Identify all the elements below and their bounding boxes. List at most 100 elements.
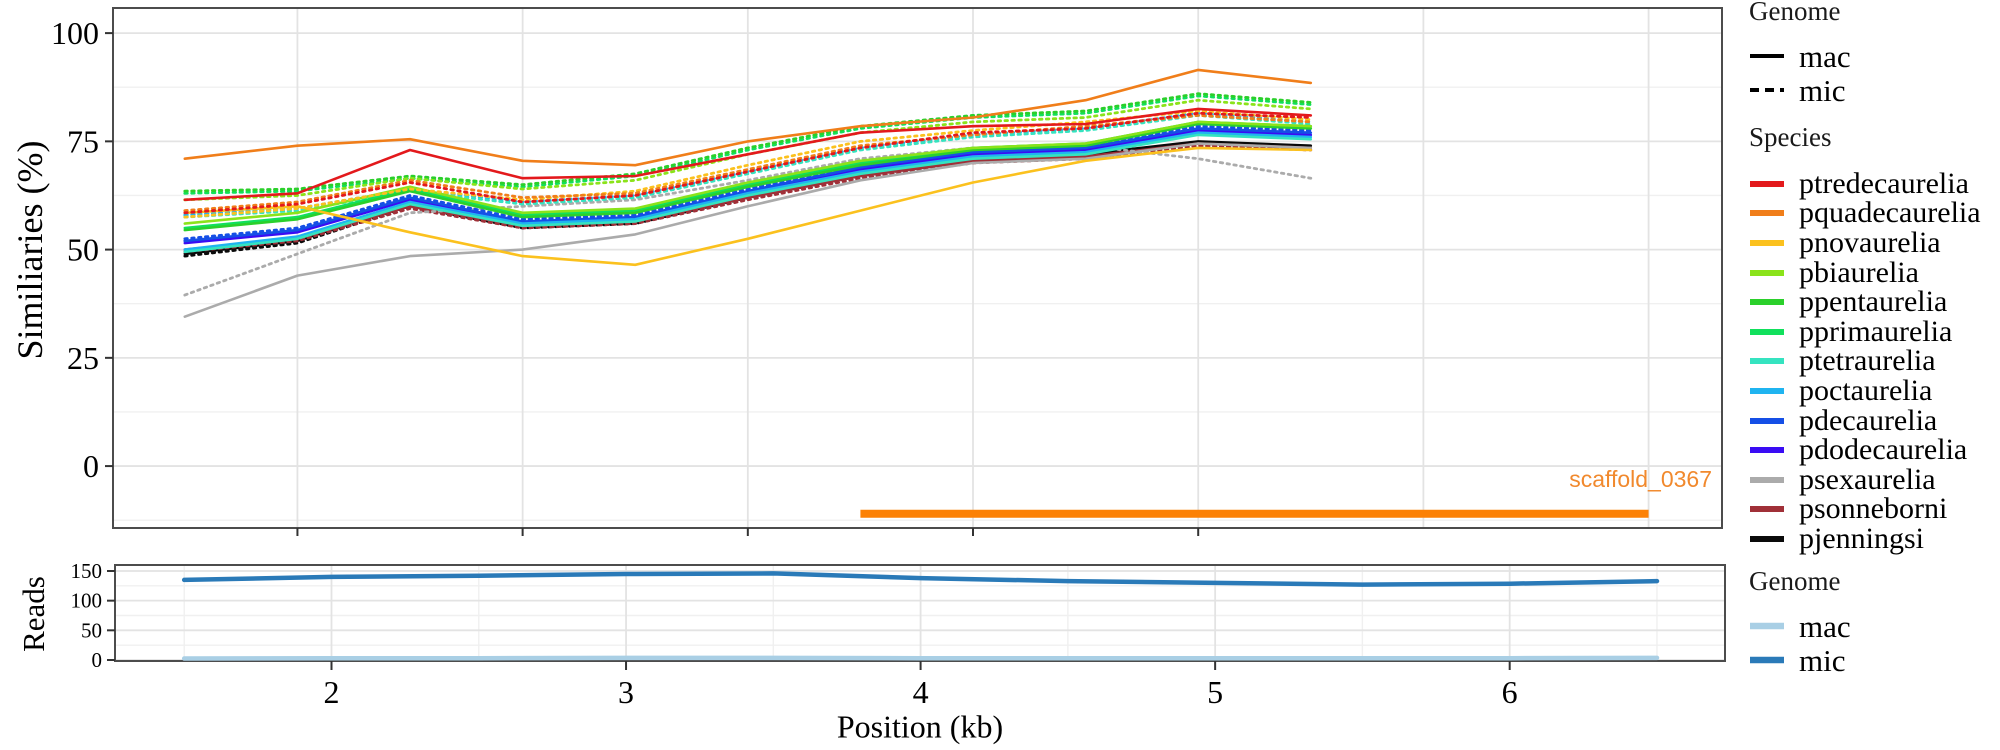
legend-genome-bottom-item-label: mic [1799, 642, 1846, 678]
legend-genome-bottom-item-mac: mac [1749, 609, 2000, 643]
solid-line-key-icon [1750, 535, 1784, 542]
legend-species-item-pbiaurelia: pbiaurelia [1749, 255, 2000, 289]
legend-species-item-label: psonneborni [1799, 492, 1948, 526]
solid-line-key-icon [1750, 328, 1784, 335]
legend-species-item-label: pjenningsi [1799, 521, 1924, 555]
legend-species-rows: ptredecaurelia pquadecaurelia pnovaurelia p… [1747, 166, 2000, 555]
legend-species-item-pjenningsi: pjenningsi [1749, 521, 2000, 555]
legend-species-item-label: ppentaurelia [1799, 285, 1948, 319]
legend-species-item-label: ptredecaurelia [1799, 166, 1969, 200]
line-pprimaurelia-mic [183, 94, 1313, 195]
legend-genome-bottom-item-mic: mic [1749, 643, 2000, 677]
solid-line-key-icon [1750, 622, 1784, 630]
line-reads-mac [181, 655, 1660, 661]
data-lines-layer [181, 68, 1660, 661]
legend-species-item-pnovaurelia: pnovaurelia [1749, 225, 2000, 259]
panel-borders-layer [112, 7, 1726, 662]
line-ptredecaurelia-mic [183, 111, 1313, 215]
line-ppentaurelia-mic [183, 92, 1313, 193]
line-poctaurelia-mac [183, 131, 1313, 251]
similarity-y-tick-label: 50 [67, 232, 99, 268]
line-psexaurelia-mac [183, 142, 1313, 319]
legend-species-item-pdecaurelia: pdecaurelia [1749, 403, 2000, 437]
solid-line-key-icon [1750, 447, 1784, 454]
position-x-tick-label: 6 [1502, 674, 1518, 710]
solid-line-key-icon [1750, 269, 1784, 276]
solid-line-key-icon [1750, 387, 1784, 394]
legend-species-item-label: pprimaurelia [1799, 314, 1953, 348]
legend-genome-top-title: Genome [1749, 0, 1841, 26]
reads-y-tick-label: 0 [92, 648, 103, 672]
reads-y-tick-label: 100 [71, 589, 103, 613]
line-ppentaurelia-mac [183, 122, 1313, 232]
legend-genome-top-rows: mac mic [1747, 39, 2000, 107]
line-reads-mic [181, 571, 1660, 587]
position-x-axis-title: Position (kb) [836, 708, 1004, 745]
reads-y-axis-title: Reads [16, 576, 51, 652]
position-x-tick-label: 2 [323, 674, 339, 710]
position-x-tick-label: 4 [913, 674, 929, 710]
legend-species-item-label: psexaurelia [1799, 462, 1936, 496]
legend-species-title: Species [1749, 122, 1832, 152]
line-pquadecaurelia-mac [183, 68, 1313, 167]
legend-genome-item-mic: mic [1749, 73, 2000, 107]
similarity-y-axis-title: Similiaries (%) [10, 140, 50, 360]
solid-line-key-icon [1750, 656, 1784, 664]
panel-border [112, 7, 1723, 529]
legend-species-item-label: pbiaurelia [1799, 255, 1919, 289]
solid-line-key-icon [1750, 54, 1784, 58]
legend-species-item-label: pnovaurelia [1799, 225, 1941, 259]
gridlines-layer [113, 8, 1725, 661]
similarity-y-tick-label: 75 [67, 123, 99, 159]
legend-species-item-psonneborni: psonneborni [1749, 492, 2000, 526]
legend-species-item-ptetraurelia: ptetraurelia [1749, 344, 2000, 378]
solid-line-key-icon [1750, 210, 1784, 217]
line-psonneborni-mac [183, 142, 1313, 251]
legend-species-item-psexaurelia: psexaurelia [1749, 462, 2000, 496]
legend-genome-item-mac: mac [1749, 39, 2000, 73]
similarity-y-tick-label: 100 [51, 15, 99, 51]
legend-genome-bottom-title: Genome [1749, 566, 1841, 596]
solid-line-key-icon [1750, 417, 1784, 424]
scaffold-annotation-label: scaffold_0367 [1569, 466, 1712, 492]
legend-species-item-label: pquadecaurelia [1799, 196, 1981, 230]
legend-genome-bottom-rows: mac mic [1747, 609, 2000, 677]
tick-labels-layer: 0 25 50 75 100 0 50 100 150 2 3 4 5 6 [51, 15, 1518, 710]
legend-species-item-poctaurelia: poctaurelia [1749, 373, 2000, 407]
similarity-y-tick-label: 0 [83, 448, 99, 484]
legend-genome-item-label: mic [1799, 72, 1846, 108]
legend-genome-bottom: Genome mac mic [1747, 566, 2000, 677]
solid-line-key-icon [1750, 299, 1784, 306]
solid-line-key-icon [1750, 476, 1784, 483]
line-psexaurelia-mic [183, 144, 1313, 297]
legend-genome-bottom-item-label: mac [1799, 608, 1851, 644]
legend-species-item-label: poctaurelia [1799, 373, 1933, 407]
line-ptredecaurelia-mac [183, 107, 1313, 202]
reads-y-tick-label: 50 [81, 618, 102, 642]
solid-line-key-icon [1750, 239, 1784, 246]
position-x-tick-label: 3 [618, 674, 634, 710]
similarity-y-tick-label: 25 [67, 340, 99, 376]
line-pdecaurelia-mac [183, 127, 1313, 243]
legend-genome-top: Genome mac mic [1747, 0, 2000, 107]
legend-species-item-label: ptetraurelia [1799, 344, 1936, 378]
axis-ticks-layer [105, 32, 1511, 670]
solid-line-key-icon [1750, 506, 1784, 513]
legend-species-item-pprimaurelia: pprimaurelia [1749, 314, 2000, 348]
dashed-line-key-icon [1750, 88, 1784, 92]
reads-y-tick-label: 150 [71, 559, 103, 583]
position-x-tick-label: 5 [1207, 674, 1223, 710]
legend-genome-item-label: mac [1799, 38, 1851, 74]
legend-species: Species ptredecaurelia pquadecaurelia pnov… [1747, 122, 2000, 554]
solid-line-key-icon [1750, 180, 1784, 187]
legend-panel: Genome mac mic Species ptredecaurelia pqua… [1747, 0, 2000, 750]
legend-species-item-ppentaurelia: ppentaurelia [1749, 287, 2000, 317]
line-ptetraurelia-mac [183, 133, 1313, 254]
line-pquadecaurelia-mic [183, 114, 1313, 213]
legend-species-item-pquadecaurelia: pquadecaurelia [1749, 196, 2000, 230]
legend-species-item-ptredecaurelia: ptredecaurelia [1749, 166, 2000, 200]
legend-species-item-label: pdecaurelia [1799, 403, 1938, 437]
legend-species-item-label: pdodecaurelia [1799, 433, 1968, 467]
